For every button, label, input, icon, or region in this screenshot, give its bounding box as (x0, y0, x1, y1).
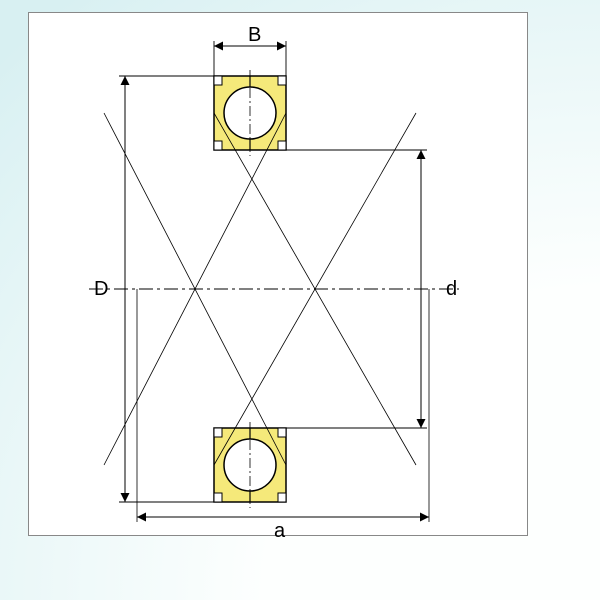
label-D: D (94, 278, 108, 301)
label-a: a (274, 520, 285, 543)
label-B: B (248, 24, 261, 47)
diagram-root: B D d a (0, 0, 600, 600)
diagram-frame (28, 12, 528, 536)
bearing-svg (29, 13, 527, 535)
label-d: d (446, 278, 457, 301)
